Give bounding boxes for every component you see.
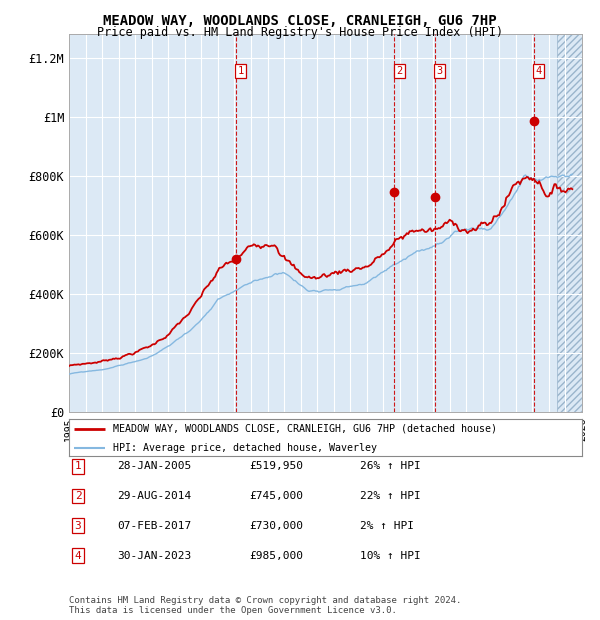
Text: 07-FEB-2017: 07-FEB-2017 — [117, 521, 191, 531]
Text: This data is licensed under the Open Government Licence v3.0.: This data is licensed under the Open Gov… — [69, 606, 397, 614]
Text: 2: 2 — [74, 491, 82, 501]
Text: £985,000: £985,000 — [249, 551, 303, 560]
Text: HPI: Average price, detached house, Waverley: HPI: Average price, detached house, Wave… — [113, 443, 377, 453]
Text: 10% ↑ HPI: 10% ↑ HPI — [360, 551, 421, 560]
Text: 1: 1 — [74, 461, 82, 471]
Text: 28-JAN-2005: 28-JAN-2005 — [117, 461, 191, 471]
Text: Price paid vs. HM Land Registry's House Price Index (HPI): Price paid vs. HM Land Registry's House … — [97, 26, 503, 39]
Text: MEADOW WAY, WOODLANDS CLOSE, CRANLEIGH, GU6 7HP (detached house): MEADOW WAY, WOODLANDS CLOSE, CRANLEIGH, … — [113, 423, 497, 433]
Text: £730,000: £730,000 — [249, 521, 303, 531]
Text: £745,000: £745,000 — [249, 491, 303, 501]
Text: 4: 4 — [74, 551, 82, 560]
Text: 4: 4 — [535, 66, 542, 76]
Text: Contains HM Land Registry data © Crown copyright and database right 2024.: Contains HM Land Registry data © Crown c… — [69, 596, 461, 604]
Text: 2% ↑ HPI: 2% ↑ HPI — [360, 521, 414, 531]
Text: 29-AUG-2014: 29-AUG-2014 — [117, 491, 191, 501]
Text: 2: 2 — [396, 66, 402, 76]
Text: 3: 3 — [74, 521, 82, 531]
Text: 3: 3 — [436, 66, 443, 76]
Text: 30-JAN-2023: 30-JAN-2023 — [117, 551, 191, 560]
Text: 1: 1 — [237, 66, 244, 76]
Bar — [557, 34, 582, 412]
Text: £519,950: £519,950 — [249, 461, 303, 471]
Text: MEADOW WAY, WOODLANDS CLOSE, CRANLEIGH, GU6 7HP: MEADOW WAY, WOODLANDS CLOSE, CRANLEIGH, … — [103, 14, 497, 28]
Text: 26% ↑ HPI: 26% ↑ HPI — [360, 461, 421, 471]
Text: 22% ↑ HPI: 22% ↑ HPI — [360, 491, 421, 501]
